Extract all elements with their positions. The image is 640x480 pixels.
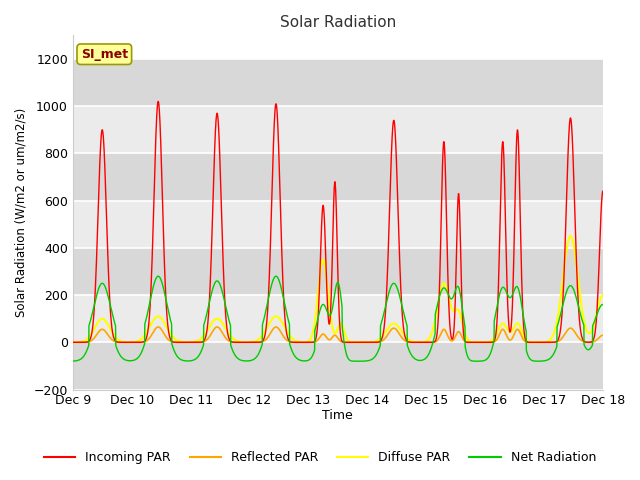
X-axis label: Time: Time <box>323 409 353 422</box>
Bar <box>73 106 603 154</box>
Title: Solar Radiation: Solar Radiation <box>280 15 396 30</box>
Bar <box>73 295 603 342</box>
Bar <box>73 59 603 106</box>
Bar <box>73 248 603 295</box>
Y-axis label: Solar Radiation (W/m2 or um/m2/s): Solar Radiation (W/m2 or um/m2/s) <box>15 108 28 317</box>
Bar <box>73 342 603 390</box>
Text: SI_met: SI_met <box>81 48 128 61</box>
Bar <box>73 154 603 201</box>
Bar <box>73 201 603 248</box>
Legend: Incoming PAR, Reflected PAR, Diffuse PAR, Net Radiation: Incoming PAR, Reflected PAR, Diffuse PAR… <box>39 446 601 469</box>
Bar <box>73 36 603 59</box>
